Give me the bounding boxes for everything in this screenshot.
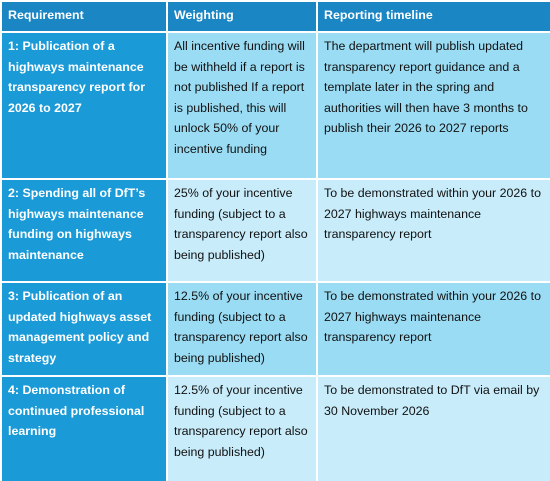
header-cell: Requirement — [0, 0, 168, 33]
requirement-cell: 2: Spending all of DfT’s highways mainte… — [0, 178, 168, 283]
row: 2: Spending all of DfT’s highways mainte… — [0, 178, 550, 283]
row: 4: Demonstration of continued profession… — [0, 375, 550, 481]
header-row: Requirement Weighting Reporting timeline — [0, 0, 550, 33]
row: 1: Publication of a highways maintenance… — [0, 31, 550, 180]
weighting-cell: 12.5% of your incentive funding (subject… — [166, 281, 318, 377]
row: 3: Publication of an updated highways as… — [0, 281, 550, 377]
timeline-cell: To be demonstrated to DfT via email by 3… — [316, 375, 550, 481]
requirement-cell: 3: Publication of an updated highways as… — [0, 281, 168, 377]
timeline-cell: The department will publish updated tran… — [316, 31, 550, 180]
timeline-cell: To be demonstrated within your 2026 to 2… — [316, 281, 550, 377]
weighting-cell: All incentive funding will be withheld i… — [166, 31, 318, 180]
timeline-cell: To be demonstrated within your 2026 to 2… — [316, 178, 550, 283]
header-cell: Reporting timeline — [316, 0, 550, 33]
requirement-cell: 4: Demonstration of continued profession… — [0, 375, 168, 481]
header-cell: Weighting — [166, 0, 318, 33]
weighting-cell: 12.5% of your incentive funding (subject… — [166, 375, 318, 481]
weighting-cell: 25% of your incentive funding (subject t… — [166, 178, 318, 283]
requirement-cell: 1: Publication of a highways maintenance… — [0, 31, 168, 180]
